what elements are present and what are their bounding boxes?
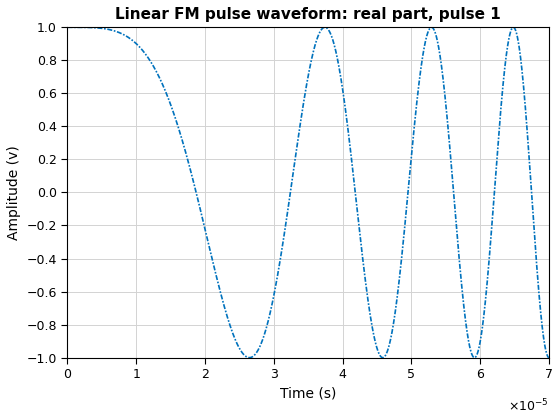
Text: $\times10^{-5}$: $\times10^{-5}$ <box>508 397 549 414</box>
X-axis label: Time (s): Time (s) <box>280 387 337 401</box>
Y-axis label: Amplitude (v): Amplitude (v) <box>7 145 21 240</box>
Title: Linear FM pulse waveform: real part, pulse 1: Linear FM pulse waveform: real part, pul… <box>115 7 501 22</box>
